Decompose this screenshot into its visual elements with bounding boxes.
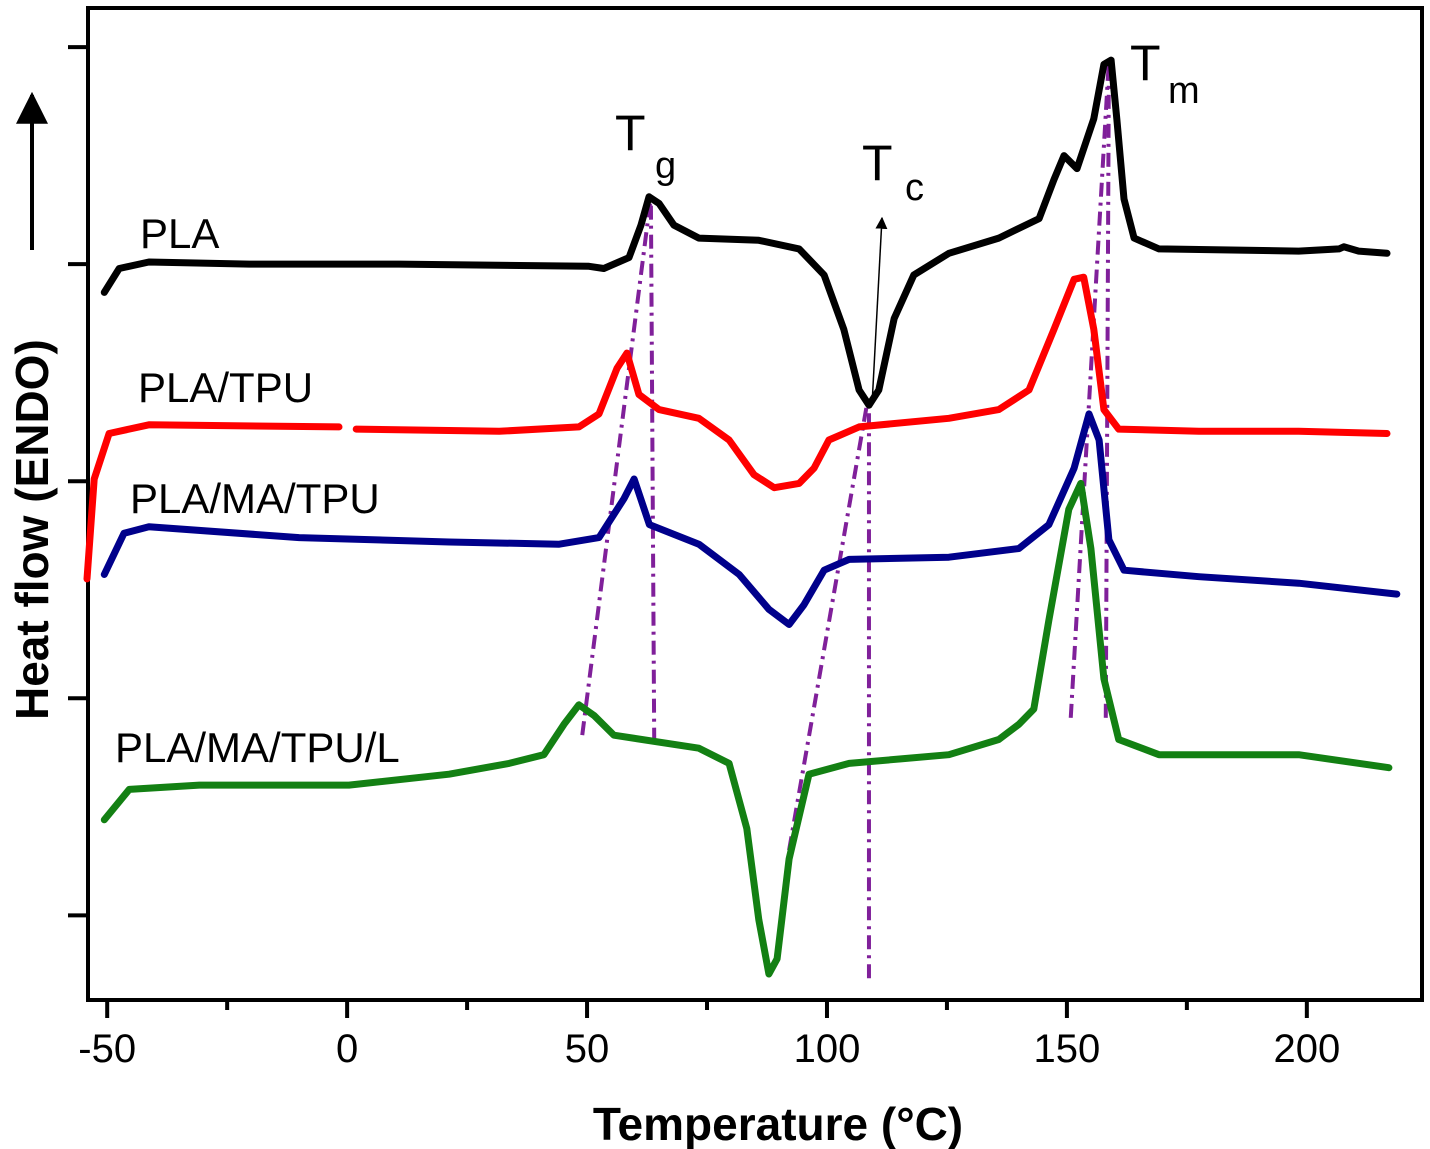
x-tick-label: -50 [78, 1027, 136, 1071]
guide-line [1068, 59, 1111, 718]
annotation: T [862, 135, 893, 191]
y-axis-label: Heat flow (ENDO) [6, 339, 58, 720]
plot-frame [86, 6, 1424, 1002]
x-tick-label: 50 [565, 1027, 610, 1071]
annotation-sub: c [905, 167, 924, 209]
series-label: PLA/TPU [138, 364, 313, 411]
x-axis-label: Temperature (°C) [593, 1098, 963, 1149]
series-line [100, 479, 1393, 978]
annotation: T [615, 105, 646, 161]
series-line [100, 410, 1401, 628]
x-tick-label: 0 [336, 1027, 358, 1071]
annotation: T [1130, 35, 1161, 91]
series-label: PLA/MA/TPU/L [115, 724, 400, 771]
series-line [83, 273, 1391, 583]
annotation-sub: m [1168, 70, 1200, 112]
guide-line [580, 196, 653, 736]
guide-line [1103, 60, 1111, 718]
tc-arrow [871, 216, 888, 406]
annotation-sub: g [655, 145, 676, 187]
series-label: PLA [140, 210, 219, 257]
x-tick-label: 150 [1034, 1027, 1101, 1071]
series-line [100, 56, 1391, 409]
guide-line [787, 404, 869, 851]
guide-line [648, 196, 657, 742]
series-label: PLA/MA/TPU [130, 475, 380, 522]
x-tick-label: 200 [1273, 1027, 1340, 1071]
x-tick-label: 100 [794, 1027, 861, 1071]
